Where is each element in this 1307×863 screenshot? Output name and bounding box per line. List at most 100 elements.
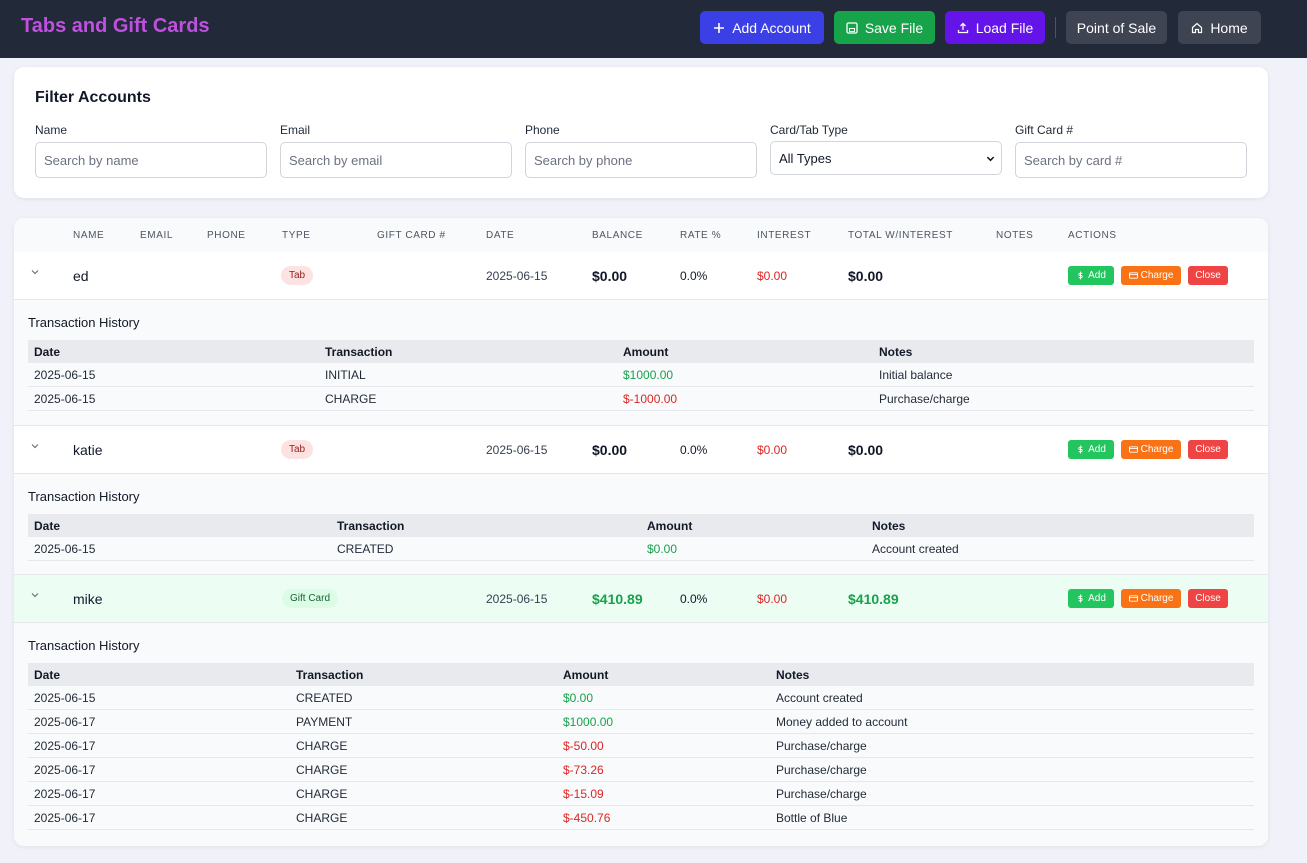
add-funds-button[interactable]: Add bbox=[1068, 266, 1114, 285]
table-header: NAME EMAIL PHONE TYPE GIFT CARD # DATE B… bbox=[14, 218, 1268, 252]
point-of-sale-label: Point of Sale bbox=[1076, 19, 1157, 36]
account-total: $0.00 bbox=[848, 268, 884, 284]
add-funds-button[interactable]: Add bbox=[1068, 589, 1114, 608]
history-amount: $-450.76 bbox=[563, 811, 611, 825]
credit-card-icon bbox=[1128, 272, 1138, 279]
chevron-down-icon[interactable] bbox=[29, 266, 41, 278]
history-row: 2025-06-17 PAYMENT $1000.00 Money added … bbox=[28, 710, 1254, 734]
history-row: 2025-06-15 INITIAL $1000.00 Initial bala… bbox=[28, 363, 1254, 387]
charge-button[interactable]: Charge bbox=[1121, 440, 1181, 459]
col-email: EMAIL bbox=[140, 230, 174, 241]
accounts-table: NAME EMAIL PHONE TYPE GIFT CARD # DATE B… bbox=[14, 218, 1268, 846]
close-label: Close bbox=[1195, 270, 1221, 281]
add-label: Add bbox=[1088, 444, 1106, 455]
chevron-down-icon[interactable] bbox=[29, 589, 41, 601]
app-title: Tabs and Gift Cards bbox=[21, 15, 210, 37]
history-notes: Bottle of Blue bbox=[776, 811, 848, 825]
col-type: TYPE bbox=[282, 230, 311, 241]
history-title: Transaction History bbox=[28, 315, 140, 330]
account-date: 2025-06-15 bbox=[486, 269, 548, 283]
save-file-label: Save File bbox=[864, 19, 924, 36]
save-file-button[interactable]: Save File bbox=[834, 11, 935, 44]
col-interest: INTEREST bbox=[757, 230, 812, 241]
account-balance: $0.00 bbox=[592, 442, 628, 458]
history-title: Transaction History bbox=[28, 489, 140, 504]
history-row: 2025-06-15 CREATED $0.00 Account created bbox=[28, 686, 1254, 710]
phone-search-input[interactable]: Search by phone bbox=[525, 142, 757, 178]
close-account-button[interactable]: Close bbox=[1188, 266, 1228, 285]
history-row: 2025-06-17 CHARGE $-450.76 Bottle of Blu… bbox=[28, 806, 1254, 830]
history-amount: $-15.09 bbox=[563, 787, 604, 801]
close-account-button[interactable]: Close bbox=[1188, 440, 1228, 459]
col-total: TOTAL W/INTEREST bbox=[848, 230, 953, 241]
email-search-input[interactable]: Search by email bbox=[280, 142, 512, 178]
history-title: Transaction History bbox=[28, 638, 140, 653]
history-date: 2025-06-15 bbox=[34, 368, 96, 382]
history-col-amount: Amount bbox=[563, 668, 609, 682]
transaction-history: Transaction History Date Transaction Amo… bbox=[14, 474, 1268, 575]
col-name: NAME bbox=[73, 230, 105, 241]
history-col-transaction: Transaction bbox=[325, 345, 393, 359]
charge-button[interactable]: Charge bbox=[1121, 589, 1181, 608]
name-search-input[interactable]: Search by name bbox=[35, 142, 267, 178]
history-row: 2025-06-17 CHARGE $-73.26 Purchase/charg… bbox=[28, 758, 1254, 782]
history-col-transaction: Transaction bbox=[337, 519, 405, 533]
load-file-button[interactable]: Load File bbox=[945, 11, 1045, 44]
type-badge: Gift Card bbox=[282, 589, 339, 608]
close-account-button[interactable]: Close bbox=[1188, 589, 1228, 608]
history-date: 2025-06-15 bbox=[34, 542, 96, 556]
point-of-sale-button[interactable]: Point of Sale bbox=[1066, 11, 1167, 44]
account-rate: 0.0% bbox=[680, 443, 708, 457]
dollar-icon bbox=[1078, 271, 1083, 280]
chevron-down-icon[interactable] bbox=[29, 440, 41, 452]
history-date: 2025-06-17 bbox=[34, 787, 96, 801]
top-bar: Tabs and Gift Cards Add Account Save Fil… bbox=[0, 0, 1307, 58]
dollar-icon bbox=[1078, 594, 1083, 603]
type-badge: Tab bbox=[281, 440, 314, 459]
history-col-transaction: Transaction bbox=[296, 668, 364, 682]
history-header: Date Transaction Amount Notes bbox=[28, 340, 1254, 363]
col-rate: RATE % bbox=[680, 230, 722, 241]
type-badge: Tab bbox=[281, 266, 314, 285]
history-transaction: CHARGE bbox=[325, 392, 377, 406]
history-amount: $0.00 bbox=[563, 691, 594, 705]
history-notes: Purchase/charge bbox=[879, 392, 970, 406]
account-row[interactable]: katie Tab 2025-06-15 $0.00 0.0% $0.00 $0… bbox=[14, 426, 1268, 474]
filter-panel: Filter Accounts Name Search by name Emai… bbox=[14, 67, 1268, 198]
close-label: Close bbox=[1195, 444, 1221, 455]
history-date: 2025-06-17 bbox=[34, 739, 96, 753]
transaction-history: Transaction History Date Transaction Amo… bbox=[14, 300, 1268, 426]
giftcard-search-input[interactable]: Search by card # bbox=[1015, 142, 1247, 178]
name-filter-label: Name bbox=[35, 123, 68, 137]
plus-icon bbox=[714, 22, 725, 33]
account-row[interactable]: mike Gift Card 2025-06-15 $410.89 0.0% $… bbox=[14, 575, 1268, 623]
account-balance: $0.00 bbox=[592, 268, 628, 284]
history-notes: Account created bbox=[872, 542, 959, 556]
account-total: $0.00 bbox=[848, 442, 884, 458]
home-label: Home bbox=[1210, 19, 1248, 36]
home-icon bbox=[1192, 22, 1203, 33]
history-notes: Purchase/charge bbox=[776, 763, 867, 777]
col-balance: BALANCE bbox=[592, 230, 643, 241]
email-filter-label: Email bbox=[280, 123, 311, 137]
history-col-notes: Notes bbox=[776, 668, 810, 682]
account-rate: 0.0% bbox=[680, 592, 708, 606]
charge-button[interactable]: Charge bbox=[1121, 266, 1181, 285]
home-button[interactable]: Home bbox=[1178, 11, 1261, 44]
close-label: Close bbox=[1195, 593, 1221, 604]
history-date: 2025-06-15 bbox=[34, 691, 96, 705]
save-icon bbox=[846, 21, 858, 34]
transaction-history: Transaction History Date Transaction Amo… bbox=[14, 623, 1268, 846]
type-select[interactable]: All Types bbox=[770, 141, 1002, 175]
account-balance: $410.89 bbox=[592, 591, 643, 607]
add-funds-button[interactable]: Add bbox=[1068, 440, 1114, 459]
history-transaction: CREATED bbox=[296, 691, 353, 705]
filter-title: Filter Accounts bbox=[35, 89, 151, 106]
history-date: 2025-06-17 bbox=[34, 715, 96, 729]
add-account-button[interactable]: Add Account bbox=[700, 11, 824, 44]
history-row: 2025-06-17 CHARGE $-50.00 Purchase/charg… bbox=[28, 734, 1254, 758]
giftcard-filter-label: Gift Card # bbox=[1015, 123, 1074, 137]
col-date: DATE bbox=[486, 230, 515, 241]
account-row[interactable]: ed Tab 2025-06-15 $0.00 0.0% $0.00 $0.00… bbox=[14, 252, 1268, 300]
history-row: 2025-06-15 CHARGE $-1000.00 Purchase/cha… bbox=[28, 387, 1254, 411]
